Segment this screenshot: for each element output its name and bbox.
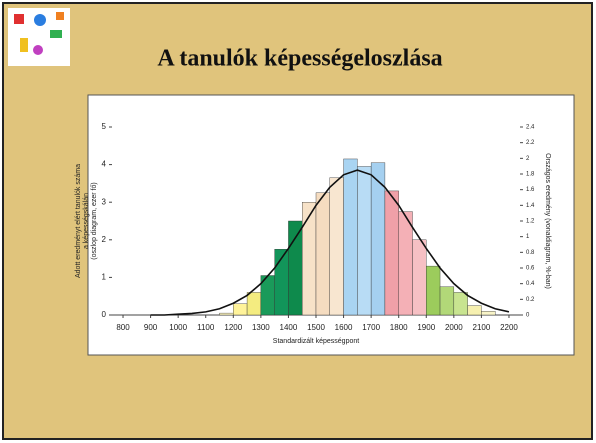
x-tick-label: 2100 [473, 323, 491, 332]
icon-shape [14, 14, 24, 24]
x-tick-label: 900 [144, 323, 158, 332]
histogram-bar [439, 286, 455, 316]
histogram-bar [453, 292, 468, 316]
y2-tick-label: 0.2 [526, 297, 535, 303]
icon-shape [34, 14, 46, 26]
x-tick-label: 1300 [252, 323, 270, 332]
x-tick-label: 1800 [390, 323, 408, 332]
histogram-bar [315, 192, 330, 316]
histogram-bar [246, 292, 262, 316]
y2-tick-label: 0.8 [526, 250, 535, 256]
y-axis-label: Adott eredményt elért tanulók száma [75, 164, 82, 278]
x-tick-label: 1500 [307, 323, 325, 332]
icon-shape [50, 30, 62, 38]
y-tick-label: 4 [102, 160, 107, 169]
y2-tick-label: 2.2 [526, 140, 535, 146]
y2-tick-label: 1.4 [526, 203, 535, 209]
icon-shape [33, 45, 43, 55]
x-axis-label: Standardizált képességpont [273, 338, 359, 345]
y-tick-label: 5 [102, 122, 107, 131]
histogram-bar [426, 265, 441, 316]
x-tick-label: 1400 [280, 323, 298, 332]
histogram-bar [467, 305, 482, 316]
histogram-bar [329, 177, 344, 316]
y2-tick-label: 0 [526, 313, 530, 319]
clipart-icon [8, 8, 70, 66]
x-tick-label: 1100 [197, 323, 215, 332]
chart-title: A tanulók képességeloszlása [157, 46, 442, 72]
histogram-bar [357, 166, 372, 316]
y-tick-label: 3 [102, 197, 107, 206]
fit-curve [150, 169, 510, 316]
x-tick-label: 1900 [417, 323, 435, 332]
y2-tick-label: 0.6 [526, 266, 535, 272]
y2-tick-label: 1.6 [526, 187, 535, 193]
icon-shape [56, 12, 64, 20]
x-tick-label: 1700 [362, 323, 380, 332]
x-tick-label: 2000 [445, 323, 463, 332]
y2-tick-label: 0.4 [526, 281, 535, 287]
y-axis-label: (oszlop diagram, ezer fő) [91, 182, 98, 259]
y-tick-label: 0 [102, 310, 107, 319]
icon-shape [20, 38, 28, 52]
y-axis-label: a képességskálán [83, 193, 90, 249]
y2-tick-label: 1 [526, 234, 530, 240]
histogram-bar [481, 311, 496, 316]
x-tick-label: 800 [116, 323, 130, 332]
histogram-bar [233, 303, 248, 316]
y2-tick-label: 2 [526, 156, 530, 162]
histogram-bar [384, 190, 399, 316]
histogram-bar [398, 211, 413, 316]
histogram-bar [302, 201, 317, 316]
histogram-bar [343, 158, 358, 316]
y-tick-label: 2 [102, 235, 107, 244]
histogram-bar [288, 220, 303, 316]
x-tick-label: 1000 [169, 323, 187, 332]
histogram-bar [219, 312, 234, 316]
y2-tick-label: 1.2 [526, 219, 535, 225]
x-tick-label: 1200 [224, 323, 242, 332]
histogram-bar [412, 239, 427, 316]
y2-tick-label: 2.4 [526, 125, 535, 131]
y2-axis-label: Országos eredmény (vonaldiagram, %-ban) [544, 153, 551, 289]
x-tick-label: 1600 [335, 323, 353, 332]
x-tick-label: 2200 [500, 323, 518, 332]
y2-tick-label: 1.8 [526, 172, 535, 178]
y-tick-label: 1 [102, 273, 107, 282]
